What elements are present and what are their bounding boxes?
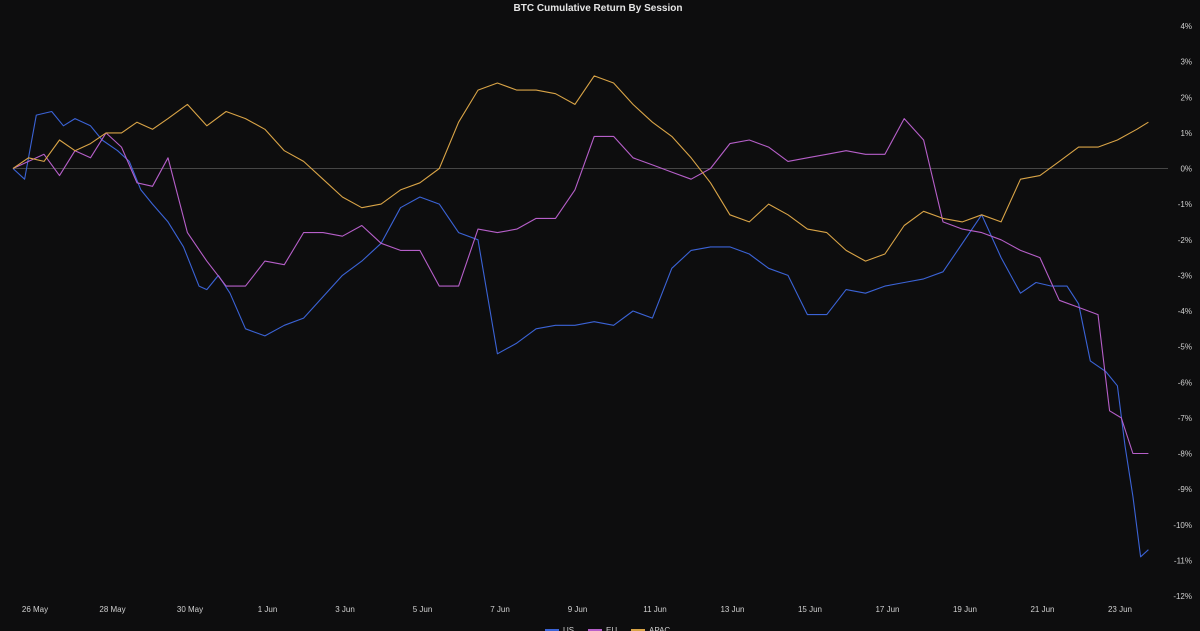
y-tick-label: -12% (1173, 592, 1192, 601)
x-tick-label: 23 Jun (1108, 605, 1132, 614)
y-tick-label: -6% (1178, 378, 1192, 387)
x-tick-label: 21 Jun (1030, 605, 1054, 614)
x-tick-label: 3 Jun (335, 605, 355, 614)
y-tick-label: 1% (1180, 129, 1192, 138)
x-tick-label: 26 May (22, 605, 48, 614)
y-tick-label: -10% (1173, 521, 1192, 530)
y-tick-label: -2% (1178, 236, 1192, 245)
x-tick-label: 13 Jun (720, 605, 744, 614)
x-tick-label: 7 Jun (490, 605, 510, 614)
y-axis: 4% 3% 2% 1% 0% -1% -2% -3% -4% -5% -6% -7% -8% -9% -10… (1173, 22, 1192, 601)
series-line-eu (12, 118, 1149, 455)
chart-title: BTC Cumulative Return By Session (514, 3, 683, 14)
y-tick-label: -9% (1178, 485, 1192, 494)
y-tick-label: -3% (1178, 271, 1192, 280)
y-tick-label: 0% (1180, 165, 1192, 174)
x-tick-label: 17 Jun (875, 605, 899, 614)
series-line-us (12, 110, 1149, 558)
legend: US EU APAC (545, 626, 670, 631)
legend-label-eu: EU (606, 626, 617, 631)
y-tick-label: 4% (1180, 22, 1192, 31)
x-tick-label: 28 May (99, 605, 125, 614)
x-tick-label: 9 Jun (568, 605, 588, 614)
y-tick-label: -8% (1178, 450, 1192, 459)
series-layer (12, 75, 1149, 558)
x-tick-label: 5 Jun (413, 605, 433, 614)
y-tick-label: -11% (1174, 556, 1192, 565)
legend-label-apac: APAC (649, 626, 670, 631)
legend-label-us: US (563, 626, 574, 631)
x-tick-label: 1 Jun (258, 605, 278, 614)
x-tick-label: 19 Jun (953, 605, 977, 614)
x-tick-label: 15 Jun (798, 605, 822, 614)
y-tick-label: 3% (1180, 58, 1192, 67)
y-tick-label: -5% (1178, 343, 1192, 352)
x-tick-label: 11 Jun (643, 605, 666, 614)
y-tick-label: -1% (1178, 200, 1192, 209)
y-tick-label: -7% (1178, 414, 1192, 423)
series-line-apac (12, 75, 1149, 262)
y-tick-label: 2% (1180, 93, 1192, 102)
y-tick-label: -4% (1178, 307, 1192, 316)
x-tick-label: 30 May (177, 605, 203, 614)
x-axis: 26 May 28 May 30 May 1 Jun 3 Jun 5 Jun 7 Jun 9 … (22, 605, 1132, 614)
